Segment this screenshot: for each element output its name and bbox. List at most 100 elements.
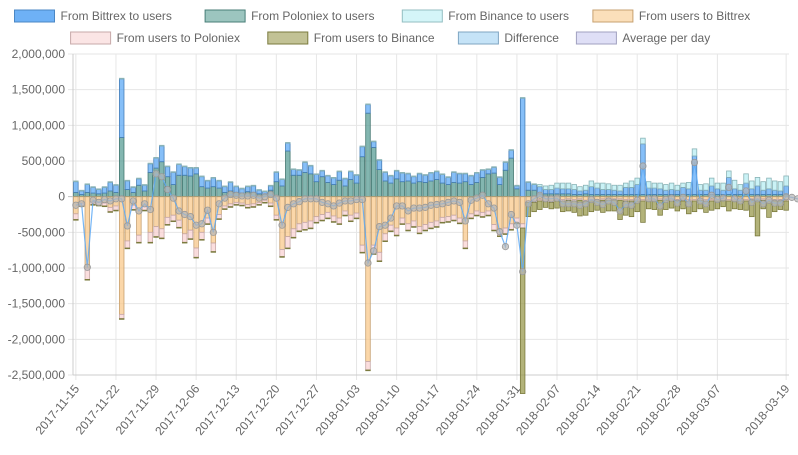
bar-from-binance[interactable] xyxy=(325,174,331,177)
bar-to-binance[interactable] xyxy=(548,201,554,210)
bar-to-binance[interactable] xyxy=(136,241,142,244)
bar-from-poloniex[interactable] xyxy=(359,156,365,198)
bar-from-binance[interactable] xyxy=(674,184,680,191)
difference-point[interactable] xyxy=(742,187,750,195)
bar-to-binance[interactable] xyxy=(353,217,360,220)
bar-to-poloniex[interactable] xyxy=(411,220,417,228)
difference-point[interactable] xyxy=(278,221,286,229)
difference-point[interactable] xyxy=(748,198,756,206)
bar-to-poloniex[interactable] xyxy=(302,221,308,230)
bar-from-bittrex[interactable] xyxy=(330,177,337,185)
difference-point[interactable] xyxy=(381,221,389,229)
bar-from-binance[interactable] xyxy=(502,161,509,163)
bar-to-poloniex[interactable] xyxy=(290,228,297,238)
bar-from-bittrex[interactable] xyxy=(663,189,669,195)
difference-point[interactable] xyxy=(215,200,223,208)
bar-from-bittrex[interactable] xyxy=(124,180,131,190)
difference-point[interactable] xyxy=(175,207,183,215)
bar-to-poloniex[interactable] xyxy=(153,226,159,238)
bar-to-binance[interactable] xyxy=(542,201,549,208)
bar-to-binance[interactable] xyxy=(708,200,715,211)
legend-item-to-binance[interactable]: From users to Binance xyxy=(267,31,435,45)
bar-to-bittrex[interactable] xyxy=(428,196,434,223)
bar-to-binance[interactable] xyxy=(313,221,320,224)
difference-point[interactable] xyxy=(793,195,798,203)
bar-from-bittrex[interactable] xyxy=(365,104,371,114)
bar-to-binance[interactable] xyxy=(267,205,274,208)
bar-from-binance[interactable] xyxy=(296,169,302,171)
bar-to-binance[interactable] xyxy=(124,247,131,250)
difference-point[interactable] xyxy=(249,191,258,199)
bar-from-binance[interactable] xyxy=(714,182,721,190)
bar-from-poloniex[interactable] xyxy=(508,157,514,198)
bar-to-binance[interactable] xyxy=(359,251,365,254)
bar-from-bittrex[interactable] xyxy=(176,164,182,176)
bar-to-poloniex[interactable] xyxy=(210,242,217,252)
difference-point[interactable] xyxy=(83,263,91,271)
bar-from-bittrex[interactable] xyxy=(777,190,784,195)
bar-from-bittrex[interactable] xyxy=(216,180,222,189)
bar-from-bittrex[interactable] xyxy=(554,187,560,195)
bar-to-binance[interactable] xyxy=(239,204,245,207)
bar-from-poloniex[interactable] xyxy=(497,184,503,198)
bar-from-bittrex[interactable] xyxy=(313,174,320,183)
bar-from-bittrex[interactable] xyxy=(141,184,148,192)
bar-from-binance[interactable] xyxy=(703,183,709,191)
bar-from-binance[interactable] xyxy=(531,183,537,185)
bar-from-bittrex[interactable] xyxy=(73,181,79,193)
bar-from-bittrex[interactable] xyxy=(502,162,509,171)
bar-from-binance[interactable] xyxy=(760,181,766,191)
difference-point[interactable] xyxy=(295,198,303,206)
bar-from-binance[interactable] xyxy=(445,176,451,178)
bar-to-poloniex[interactable] xyxy=(136,234,142,243)
bar-from-bittrex[interactable] xyxy=(434,171,440,180)
difference-point[interactable] xyxy=(524,200,532,208)
bar-from-bittrex[interactable] xyxy=(445,177,451,185)
bar-from-poloniex[interactable] xyxy=(348,179,354,198)
bar-from-binance[interactable] xyxy=(113,184,119,186)
bar-to-bittrex[interactable] xyxy=(771,196,778,200)
bar-from-binance[interactable] xyxy=(474,172,480,174)
bar-to-poloniex[interactable] xyxy=(342,210,348,216)
bar-from-bittrex[interactable] xyxy=(542,189,549,195)
bar-from-binance[interactable] xyxy=(588,180,595,188)
bar-from-bittrex[interactable] xyxy=(325,175,331,183)
bar-to-binance[interactable] xyxy=(405,229,411,232)
bar-from-bittrex[interactable] xyxy=(193,167,199,175)
bar-from-binance[interactable] xyxy=(439,173,446,175)
bar-from-poloniex[interactable] xyxy=(187,175,194,198)
bar-from-bittrex[interactable] xyxy=(245,186,251,193)
bar-to-binance[interactable] xyxy=(393,234,400,237)
bar-from-binance[interactable] xyxy=(565,182,572,190)
bar-from-binance[interactable] xyxy=(273,171,280,173)
difference-point[interactable] xyxy=(696,197,704,205)
bar-to-bittrex[interactable] xyxy=(640,196,646,200)
difference-point[interactable] xyxy=(519,267,527,276)
bar-from-bittrex[interactable] xyxy=(514,185,520,190)
bar-from-binance[interactable] xyxy=(262,190,268,193)
bar-from-poloniex[interactable] xyxy=(485,173,491,198)
bar-to-poloniex[interactable] xyxy=(393,227,400,236)
bar-from-binance[interactable] xyxy=(611,184,617,191)
bar-from-binance[interactable] xyxy=(233,185,239,188)
bar-to-binance[interactable] xyxy=(141,209,148,212)
bar-to-bittrex[interactable] xyxy=(210,196,217,244)
difference-point[interactable] xyxy=(169,194,177,202)
bar-to-poloniex[interactable] xyxy=(279,249,285,257)
legend-item-from-binance[interactable]: From Binance to users xyxy=(401,9,569,23)
bar-from-binance[interactable] xyxy=(766,177,772,190)
bar-to-bittrex[interactable] xyxy=(686,196,692,200)
bar-to-poloniex[interactable] xyxy=(519,223,526,229)
bar-to-binance[interactable] xyxy=(176,226,182,229)
bar-from-bittrex[interactable] xyxy=(766,188,772,195)
bar-from-bittrex[interactable] xyxy=(101,186,108,194)
bar-to-bittrex[interactable] xyxy=(136,196,142,236)
bar-to-binance[interactable] xyxy=(462,247,469,250)
bar-to-poloniex[interactable] xyxy=(250,203,257,208)
bar-from-poloniex[interactable] xyxy=(90,192,96,198)
difference-point[interactable] xyxy=(650,195,658,203)
difference-point[interactable] xyxy=(77,200,86,208)
bar-from-bittrex[interactable] xyxy=(187,167,194,177)
bar-from-bittrex[interactable] xyxy=(468,175,474,185)
bar-from-bittrex[interactable] xyxy=(348,171,354,180)
